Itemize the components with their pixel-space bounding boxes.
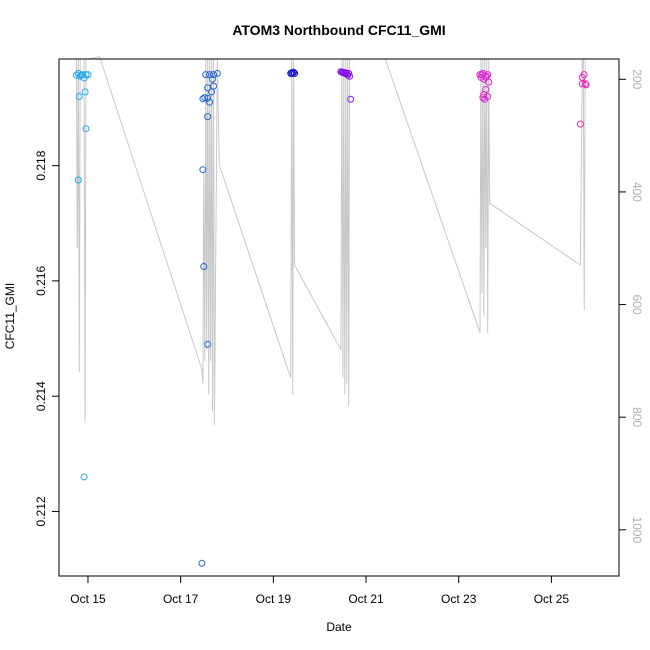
y2-tick-label: 1000 bbox=[630, 516, 644, 543]
data-point bbox=[80, 473, 88, 481]
x-tick-label: Oct 21 bbox=[348, 592, 384, 606]
chart-title: ATOM3 Northbound CFC11_GMI bbox=[232, 22, 445, 38]
data-point bbox=[75, 93, 83, 100]
data-point bbox=[479, 94, 487, 102]
y2-series-layer bbox=[75, 56, 587, 426]
x-tick-label: Oct 23 bbox=[441, 592, 477, 606]
x-tick-label: Oct 19 bbox=[256, 592, 292, 606]
data-point bbox=[199, 166, 207, 174]
y2-tick-label: 800 bbox=[630, 407, 644, 427]
y-tick-label: 0.218 bbox=[34, 150, 48, 180]
data-point bbox=[289, 69, 297, 77]
data-point bbox=[74, 176, 82, 184]
data-point bbox=[82, 125, 90, 133]
x-axis: Oct 15 Oct 17 Oct 19 Oct 21 Oct 23 Oct 25 bbox=[70, 575, 570, 606]
data-point bbox=[290, 68, 298, 76]
data-point bbox=[210, 82, 217, 90]
data-point bbox=[346, 72, 354, 80]
data-point bbox=[485, 78, 493, 86]
data-point bbox=[582, 81, 590, 89]
x-tick-label: Oct 25 bbox=[534, 592, 570, 606]
data-point bbox=[347, 95, 355, 103]
y-tick-label: 0.216 bbox=[34, 266, 48, 296]
data-point bbox=[82, 71, 90, 79]
data-point bbox=[81, 88, 89, 96]
plot-frame bbox=[58, 58, 620, 577]
data-point bbox=[206, 98, 214, 106]
data-point bbox=[345, 69, 353, 77]
y-tick-label: 0.212 bbox=[34, 496, 48, 526]
y2-tick-label: 200 bbox=[630, 69, 644, 89]
data-point bbox=[581, 80, 589, 88]
data-point bbox=[210, 71, 217, 79]
data-point bbox=[198, 559, 206, 567]
y-axis-label: CFC11_GMI bbox=[3, 283, 17, 349]
y2-series-line bbox=[75, 56, 587, 426]
data-point bbox=[202, 71, 210, 79]
y2-tick-label: 400 bbox=[630, 182, 644, 202]
x-tick-label: Oct 17 bbox=[163, 592, 199, 606]
data-point bbox=[482, 86, 490, 93]
data-point bbox=[77, 71, 85, 79]
y2-axis: 200 400 600 800 1000 bbox=[618, 69, 644, 543]
data-point bbox=[213, 69, 221, 77]
data-point bbox=[576, 120, 584, 128]
data-point bbox=[200, 263, 208, 270]
data-point bbox=[201, 94, 209, 102]
data-point bbox=[344, 71, 352, 79]
data-point bbox=[204, 340, 212, 348]
y2-tick-label: 600 bbox=[630, 295, 644, 315]
data-point bbox=[199, 95, 207, 103]
y-axis: 0.212 0.214 0.216 0.218 bbox=[34, 150, 60, 526]
data-point bbox=[291, 69, 299, 77]
data-point bbox=[580, 71, 588, 79]
x-axis-label: Date bbox=[326, 620, 352, 634]
data-point bbox=[209, 75, 216, 83]
data-point bbox=[204, 94, 212, 102]
data-point bbox=[484, 71, 492, 79]
y-tick-label: 0.214 bbox=[34, 381, 48, 411]
data-point bbox=[84, 71, 92, 79]
data-point bbox=[578, 80, 586, 88]
data-point bbox=[204, 113, 212, 121]
points-layer bbox=[72, 68, 590, 567]
x-tick-label: Oct 15 bbox=[70, 592, 106, 606]
data-point bbox=[484, 93, 492, 100]
